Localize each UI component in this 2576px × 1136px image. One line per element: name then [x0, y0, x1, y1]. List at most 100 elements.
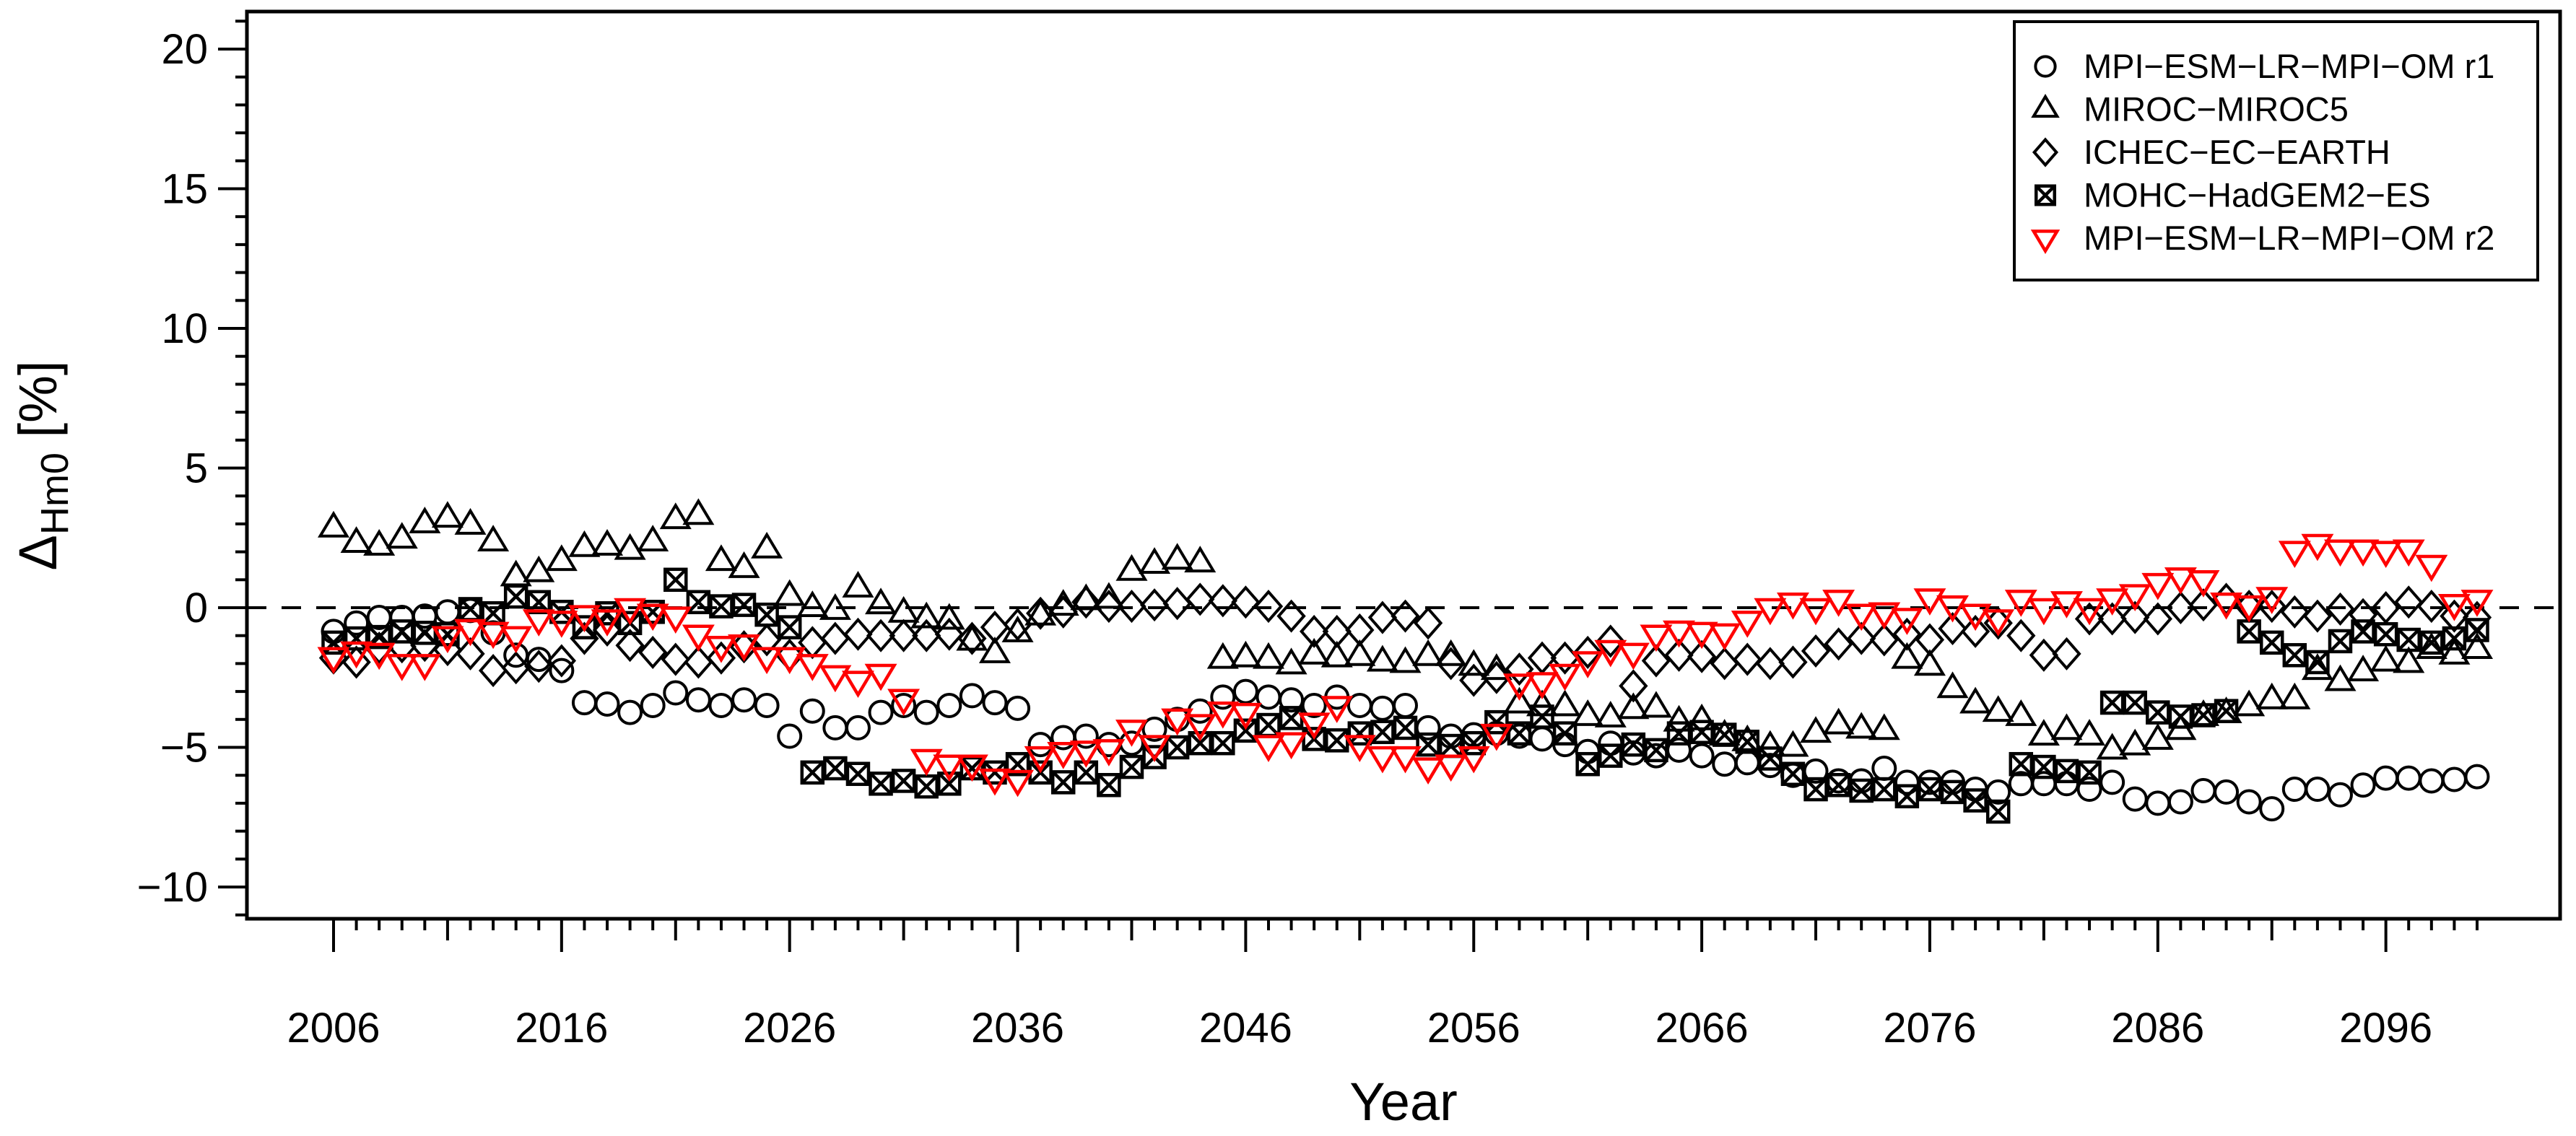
- x-tick-label: 2076: [1883, 1005, 1976, 1052]
- marker-triangle-down: [910, 748, 943, 777]
- marker-square: [390, 619, 414, 644]
- marker-square-diag: [755, 603, 779, 626]
- marker-triangle-down: [1457, 746, 1490, 774]
- marker-square-diag: [527, 590, 551, 614]
- marker-circle: [868, 699, 894, 725]
- marker-square-diag: [2077, 761, 2102, 785]
- marker-square: [1872, 777, 1897, 802]
- marker-diamond: [1710, 647, 1739, 681]
- marker-square-diag: [1964, 788, 1988, 813]
- marker-triangle-down: [1845, 603, 1878, 632]
- marker-square-diag: [823, 756, 847, 780]
- marker-square-diag: [709, 594, 734, 619]
- y-tick-label: −10: [137, 864, 208, 911]
- legend-item-label: ICHEC−EC−EARTH: [2084, 133, 2390, 171]
- marker-triangle-down: [1047, 742, 1080, 769]
- marker-diamond: [866, 619, 896, 652]
- marker-circle: [777, 723, 803, 749]
- plot-border: [245, 9, 2562, 921]
- marker-circle: [799, 698, 825, 724]
- marker-triangle-up: [477, 525, 510, 552]
- marker-triangle-up: [1686, 703, 1718, 730]
- legend-box: [2013, 20, 2539, 281]
- marker-diamond: [1847, 621, 1876, 655]
- marker-diamond: [638, 635, 668, 669]
- marker-square-diag: [1895, 785, 1919, 808]
- marker-square-diag: [1370, 720, 1395, 744]
- marker-triangle-down: [978, 768, 1011, 796]
- marker-square: [2351, 619, 2375, 644]
- marker-square: [2396, 627, 2421, 652]
- marker-diamond: [1208, 584, 1237, 618]
- legend: MPI−ESM−LR−MPI−OM r1 MIROC−MIROC5 ICHEC−EC…: [2013, 20, 2539, 281]
- marker-square: [1484, 709, 1509, 735]
- marker-square-diag: [2283, 643, 2307, 667]
- marker-diamond: [1596, 624, 1625, 658]
- marker-triangle-down: [431, 626, 464, 654]
- marker-circle: [1689, 743, 1715, 769]
- marker-diamond: [1801, 634, 1831, 668]
- marker-triangle-up: [2050, 713, 2083, 740]
- marker-diamond: [1413, 606, 1443, 640]
- marker-diamond: [524, 650, 554, 683]
- marker-triangle-up: [978, 636, 1011, 663]
- marker-diamond: [1869, 623, 1899, 657]
- marker-diamond: [2006, 619, 2036, 652]
- marker-triangle-up: [2074, 719, 2106, 746]
- marker-triangle-down: [1411, 757, 1445, 785]
- y-tick-label: 15: [161, 166, 208, 213]
- marker-triangle-down: [1115, 720, 1148, 747]
- marker-diamond: [2394, 585, 2424, 619]
- marker-triangle-up: [1777, 730, 1809, 757]
- marker-square-diag: [1120, 755, 1144, 779]
- marker-square: [2373, 622, 2398, 647]
- marker-triangle-up: [2119, 728, 2151, 756]
- marker-triangle-down: [1343, 735, 1376, 763]
- marker-triangle-down: [567, 605, 601, 633]
- marker-circle: [685, 687, 711, 713]
- marker-triangle-up: [2324, 664, 2357, 691]
- marker-triangle-up: [1230, 640, 1262, 668]
- marker-triangle-down: [659, 606, 692, 634]
- x-tick-label: 2096: [2339, 1005, 2432, 1052]
- marker-square: [2214, 699, 2239, 723]
- marker-diamond: [1025, 596, 1056, 630]
- marker-triangle-down: [477, 621, 510, 650]
- marker-diamond: [1071, 585, 1101, 619]
- marker-triangle-up: [1298, 637, 1331, 665]
- marker-triangle-down: [1092, 739, 1126, 766]
- legend-item-label: MIROC−MIROC5: [2084, 90, 2349, 128]
- plot-area: [245, 9, 2562, 921]
- marker-triangle-down: [1594, 639, 1627, 668]
- marker-circle: [344, 610, 370, 636]
- marker-triangle-down: [2392, 539, 2425, 567]
- marker-square-diag: [1393, 716, 1417, 740]
- marker-square-diag: [1667, 722, 1691, 746]
- marker-triangle-up: [1731, 724, 1764, 751]
- marker-square: [2259, 630, 2284, 655]
- marker-triangle-down: [386, 654, 419, 681]
- marker-triangle-up: [1161, 543, 1193, 570]
- x-tick-label: 2066: [1655, 1005, 1749, 1052]
- marker-square-diag: [732, 593, 756, 617]
- marker-diamond: [2188, 588, 2219, 622]
- marker-square: [1735, 730, 1760, 754]
- marker-triangle-up: [1845, 712, 1878, 739]
- marker-square-diag: [1211, 731, 1235, 755]
- marker-square: [1758, 746, 1783, 771]
- marker-triangle-down: [955, 754, 988, 782]
- marker-triangle-down: [454, 619, 487, 647]
- marker-circle: [2099, 769, 2125, 795]
- marker-triangle-up: [1572, 699, 1604, 726]
- marker-square-diag: [2035, 185, 2056, 206]
- marker-square: [1666, 721, 1692, 746]
- marker-triangle-down: [2027, 598, 2061, 626]
- marker-diamond: [1048, 595, 1078, 629]
- marker-triangle-down: [362, 642, 396, 670]
- marker-diamond: [1003, 608, 1032, 642]
- marker-diamond: [1391, 599, 1420, 633]
- marker-square-diag: [1439, 734, 1463, 758]
- marker-square: [731, 593, 757, 617]
- marker-triangle-up: [363, 528, 396, 556]
